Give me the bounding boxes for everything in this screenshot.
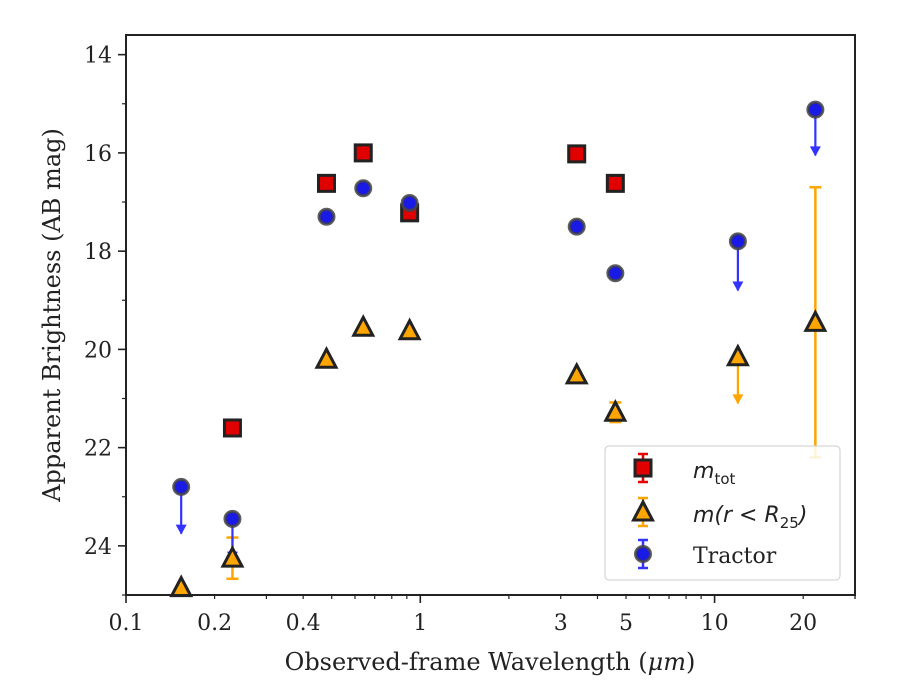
mr25-point: [351, 314, 376, 337]
x-tick-label: 3: [554, 611, 568, 636]
y-tick-label: 14: [84, 44, 112, 69]
legend-tractor-marker: [634, 545, 652, 563]
x-tick-label: 0.1: [109, 611, 144, 636]
tractor-point: [728, 232, 747, 251]
mr25-point: [169, 574, 194, 598]
x-tick-label: 5: [619, 611, 633, 636]
legend-label-tractor: Tractor: [693, 544, 777, 569]
plot-frame: [125, 34, 856, 596]
legend-label-mr25: m(r < R25): [693, 503, 807, 532]
tractor-limit-arrow: [809, 146, 821, 157]
mr25-point: [803, 309, 828, 332]
y-tick-label: 18: [84, 240, 112, 265]
y-axis-label: Apparent Brightness (AB mag): [38, 128, 66, 503]
mtot-point: [353, 143, 373, 163]
mtot-point: [567, 144, 587, 164]
tractor-point: [172, 477, 191, 496]
tractor-point: [806, 100, 825, 119]
tractor-point: [567, 217, 586, 236]
x-tick-label: 20: [789, 611, 817, 636]
tractor-point: [354, 179, 373, 198]
mr25-point: [725, 343, 750, 367]
legend-label-mtot: mtot: [693, 459, 735, 488]
x-tick-label: 1: [413, 611, 427, 636]
tractor-point: [317, 207, 336, 226]
mr25-point: [564, 361, 589, 385]
mtot-point: [605, 173, 625, 193]
mtot-point: [222, 418, 242, 438]
tractor-limit-arrow: [732, 281, 744, 292]
tractor-point: [400, 194, 419, 212]
legend-mr25-marker: [631, 498, 655, 522]
y-tick-label: 20: [84, 338, 112, 363]
x-axis-label: Observed-frame Wavelength (μm): [285, 648, 696, 676]
chart-marks: [169, 100, 828, 598]
mr25-point: [314, 345, 339, 369]
mr25-limit-arrow: [732, 394, 744, 405]
x-tick-label: 0.4: [286, 611, 321, 636]
x-tick-label: 0.2: [197, 611, 232, 636]
mr25-point: [220, 544, 245, 568]
x-axis-ticks: 0.1 0.2 0.4 1 3 5 10 20: [109, 595, 856, 636]
tractor-limit-arrow: [175, 524, 187, 535]
legend-markers: [631, 452, 655, 570]
y-axis-ticks: 14 16 18 20 22 24: [84, 44, 126, 596]
legend: mtot m(r < R25) Tractor: [604, 445, 841, 581]
y-tick-label: 24: [84, 535, 112, 560]
legend-box: [604, 445, 841, 581]
legend-mtot-marker: [633, 458, 653, 478]
x-tick-label: 10: [701, 611, 729, 636]
tractor-point: [223, 509, 242, 528]
tractor-point: [606, 264, 625, 283]
mtot-point: [316, 173, 336, 193]
mr25-point: [397, 317, 422, 341]
mr25-point: [603, 399, 628, 422]
y-tick-label: 22: [84, 437, 112, 462]
y-tick-label: 16: [84, 142, 112, 167]
